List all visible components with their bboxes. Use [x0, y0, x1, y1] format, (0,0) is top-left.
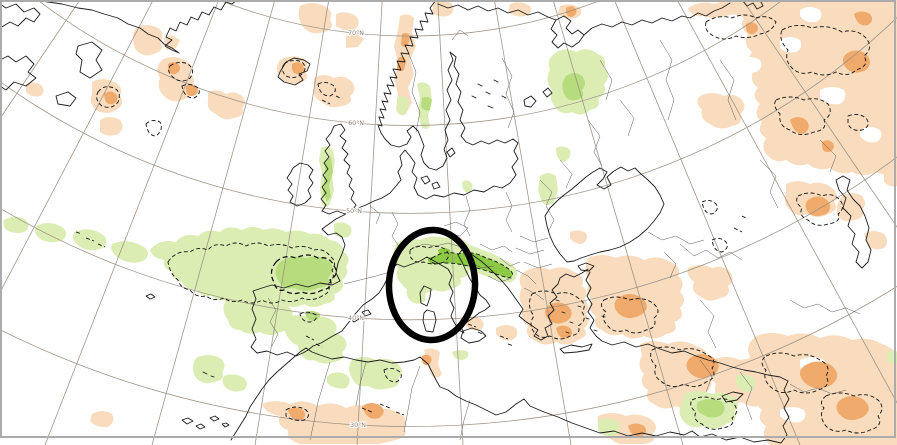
anomaly-contour-layer [75, 14, 883, 434]
orange-core-layer [104, 6, 873, 437]
latitude-label-30n: 30°N [350, 421, 366, 429]
latitude-label-50n: 50°N [346, 207, 362, 215]
orange-anomaly-layer [26, 0, 897, 445]
latitude-label-40n: 40°N [348, 314, 364, 322]
latitude-labels: 70°N 60°N 50°N 40°N 30°N [345, 28, 367, 430]
coastline-layer [0, 0, 872, 444]
latitude-label-70n: 70°N [348, 29, 364, 37]
latitude-label-60n: 60°N [348, 119, 364, 127]
highlight-ellipse-annotation [385, 226, 479, 344]
country-border-layer [267, 29, 861, 441]
